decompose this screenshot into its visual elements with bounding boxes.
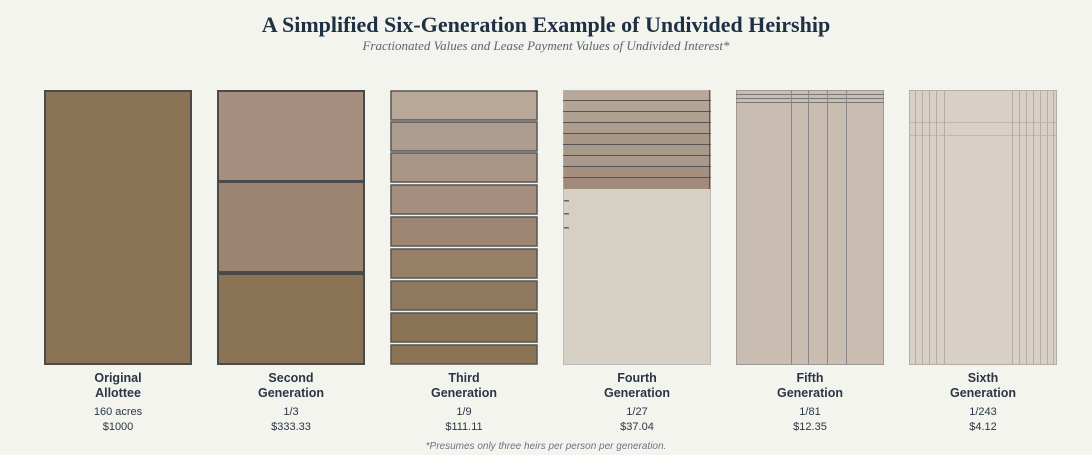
generation-stats: 1/27 $37.04 — [563, 405, 711, 435]
generation-label: Fourth Generation — [563, 371, 711, 401]
footnote: *Presumes only three heirs per person pe… — [425, 441, 667, 452]
generation-stats: 1/243 $4.12 — [909, 405, 1057, 435]
parcel-graphic — [390, 90, 538, 365]
generation-stats: 1/3 $333.33 — [217, 405, 365, 435]
generation-label-line2: Generation — [431, 386, 497, 400]
parcel-graphic — [909, 90, 1057, 365]
generation-label: Third Generation — [390, 371, 538, 401]
generation-stats: 1/9 $111.11 — [390, 405, 538, 435]
parcel-original-allottee — [44, 90, 192, 365]
generation-label-line1: Original — [94, 371, 142, 385]
generation-fraction: 1/81 — [799, 406, 821, 418]
parcel-third-generation — [390, 90, 538, 365]
generation-value: $333.33 — [271, 421, 311, 433]
parcel-fifth-generation — [736, 90, 884, 365]
parcel-sixth-generation — [909, 90, 1057, 365]
generation-value: $4.12 — [969, 421, 997, 433]
generation-value: $37.04 — [620, 421, 654, 433]
generation-label: Fifth Generation — [736, 371, 884, 401]
generation-fraction: 160 acres — [93, 406, 143, 418]
generation-fraction: 1/27 — [626, 406, 648, 418]
diagram-subtitle: Fractionated Values and Lease Payment Va… — [362, 38, 730, 53]
generation-label-line2: Generation — [950, 386, 1016, 400]
generation-label-line1: Third — [448, 371, 480, 385]
parcel-fourth-generation — [563, 90, 711, 365]
generation-fraction: 1/3 — [283, 406, 299, 418]
generation-label-line1: Second — [268, 371, 314, 385]
generation-label-line2: Allottee — [95, 386, 141, 400]
generation-label: Second Generation — [217, 371, 365, 401]
generation-label-line2: Generation — [777, 386, 843, 400]
generation-stats: 160 acres $1000 — [44, 405, 192, 435]
generation-label: Original Allottee — [44, 371, 192, 401]
parcel-graphic — [217, 90, 365, 365]
generation-label-line1: Sixth — [967, 371, 999, 385]
generation-label-line1: Fourth — [617, 371, 657, 385]
generation-value: $12.35 — [793, 421, 827, 433]
parcel-second-generation — [217, 90, 365, 365]
generation-label-line2: Generation — [258, 386, 324, 400]
parcel-graphic — [563, 90, 711, 365]
parcel-graphic — [44, 90, 192, 365]
generation-label: Sixth Generation — [909, 371, 1057, 401]
generation-fraction: 1/9 — [456, 406, 472, 418]
parcel-graphic — [736, 90, 884, 365]
generation-value: $111.11 — [445, 421, 483, 433]
generation-label-line1: Fifth — [796, 371, 824, 385]
generation-label-line2: Generation — [604, 386, 670, 400]
generation-value: $1000 — [102, 421, 134, 433]
generation-stats: 1/81 $12.35 — [736, 405, 884, 435]
generation-fraction: 1/243 — [969, 406, 997, 418]
diagram-title: A Simplified Six-Generation Example of U… — [261, 12, 831, 37]
